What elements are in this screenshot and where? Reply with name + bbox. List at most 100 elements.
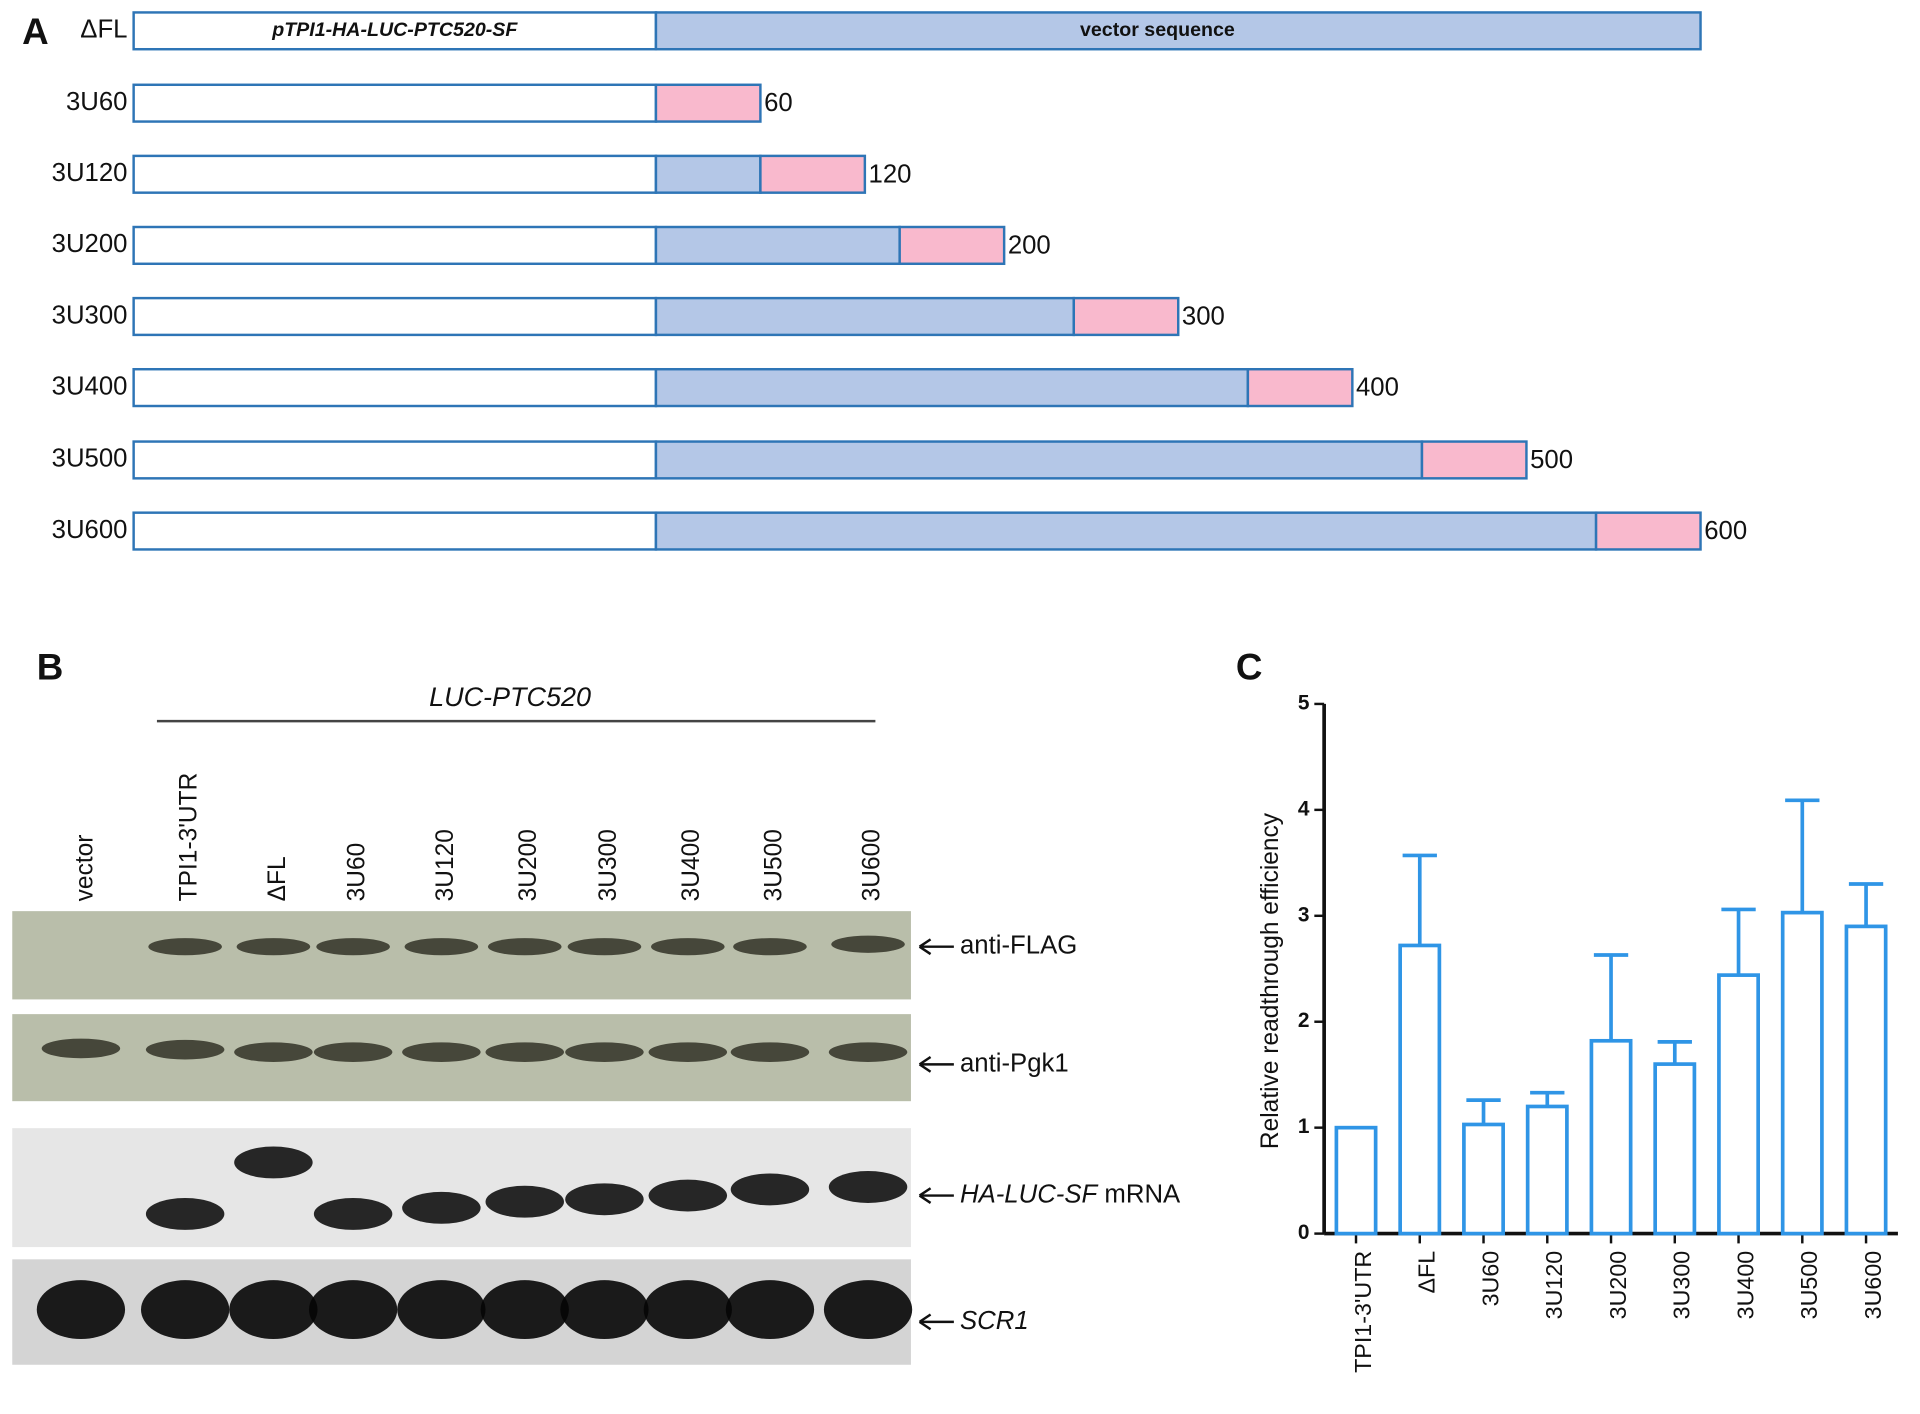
lane-label: 3U300 xyxy=(595,829,622,901)
panel-label: B xyxy=(37,646,64,687)
lane-label: 3U120 xyxy=(432,829,459,901)
insert-box xyxy=(132,11,658,51)
band xyxy=(480,1280,569,1340)
bar xyxy=(1462,1122,1505,1236)
band xyxy=(148,938,222,956)
x-tick-label: 3U500 xyxy=(1796,1251,1822,1320)
insert-box xyxy=(132,367,658,408)
construct-name: 3U60 xyxy=(66,88,128,116)
band xyxy=(725,1280,815,1340)
length-label: 200 xyxy=(1008,231,1051,259)
band xyxy=(234,1042,313,1062)
blot-label-text: mRNA xyxy=(1104,1180,1181,1208)
y-tick-label: 4 xyxy=(1298,797,1310,820)
band xyxy=(234,1146,313,1179)
lane-label: TPI1-3'UTR xyxy=(176,773,203,902)
band xyxy=(236,938,311,956)
insert-box xyxy=(132,440,658,480)
blot-label: anti-FLAG xyxy=(960,931,1077,959)
x-tick-label: 3U60 xyxy=(1477,1251,1503,1307)
y-tick-label: 5 xyxy=(1298,691,1310,714)
vector-segment xyxy=(654,367,1250,408)
bar xyxy=(1525,1104,1569,1236)
band xyxy=(730,1173,810,1206)
insert-box xyxy=(132,83,658,123)
band xyxy=(651,938,725,956)
lane-label: 3U600 xyxy=(858,829,885,901)
lane-label: 3U400 xyxy=(678,829,705,901)
x-tick-label: 3U400 xyxy=(1732,1251,1758,1320)
band xyxy=(565,1042,644,1062)
length-label: 60 xyxy=(764,89,793,117)
y-axis-label: Relative readthrough efficiency xyxy=(1257,812,1284,1149)
utr-segment xyxy=(654,83,762,123)
vector-segment xyxy=(654,440,1424,480)
panel-label: A xyxy=(22,11,49,52)
x-tick-label: 3U200 xyxy=(1605,1251,1631,1320)
blot-background xyxy=(12,911,911,1000)
lane-label: 3U60 xyxy=(343,843,370,902)
x-tick-label: 3U600 xyxy=(1860,1251,1886,1320)
blot-label-italic: SCR1 xyxy=(960,1307,1029,1335)
insert-box xyxy=(132,154,658,194)
length-label: 500 xyxy=(1530,446,1573,474)
lane-label: vector xyxy=(71,835,98,902)
insert-box xyxy=(132,511,658,551)
bar xyxy=(1589,1038,1633,1236)
construct-name: 3U300 xyxy=(52,301,128,329)
band xyxy=(733,938,807,956)
y-tick-label: 0 xyxy=(1298,1221,1310,1244)
length-label: 120 xyxy=(869,160,912,188)
band xyxy=(831,935,905,953)
bar xyxy=(1780,910,1824,1236)
band xyxy=(487,938,562,956)
lane-label: 3U200 xyxy=(515,829,542,901)
utr-segment xyxy=(1246,367,1354,408)
blot-label-text: anti-FLAG xyxy=(960,931,1077,959)
band xyxy=(828,1042,908,1062)
construct-name: 3U500 xyxy=(52,445,128,473)
length-label: 300 xyxy=(1182,303,1225,331)
arrow-head xyxy=(918,1313,932,1331)
construct-name: 3U120 xyxy=(52,159,128,187)
vector-segment xyxy=(654,511,1598,551)
utr-segment xyxy=(1072,296,1180,337)
bar xyxy=(1717,973,1760,1236)
bar xyxy=(1653,1062,1697,1236)
band xyxy=(229,1280,318,1340)
band xyxy=(823,1280,913,1340)
x-tick-label: TPI1-3'UTR xyxy=(1350,1251,1376,1373)
band xyxy=(560,1280,649,1340)
x-tick-label: 3U120 xyxy=(1541,1251,1567,1320)
construct-name: 3U200 xyxy=(52,230,128,258)
band xyxy=(485,1185,564,1218)
vector-segment xyxy=(654,296,1076,337)
band xyxy=(485,1042,564,1062)
band xyxy=(402,1042,481,1062)
utr-segment xyxy=(759,154,867,194)
construct-name: ΔFL xyxy=(80,16,127,44)
blot-label-text: anti-Pgk1 xyxy=(960,1049,1069,1077)
band xyxy=(145,1039,225,1060)
band xyxy=(316,938,390,956)
lane-label: 3U500 xyxy=(760,829,787,901)
band xyxy=(567,938,642,956)
band xyxy=(402,1191,481,1224)
y-tick-label: 2 xyxy=(1298,1009,1310,1032)
length-label: 400 xyxy=(1356,374,1399,402)
y-tick-label: 1 xyxy=(1298,1115,1310,1138)
bar xyxy=(1844,924,1888,1236)
vector-label: vector sequence xyxy=(1080,19,1235,41)
band xyxy=(648,1179,728,1212)
insert-label: pTPI1-HA-LUC-PTC520-SF xyxy=(271,19,518,41)
vector-segment xyxy=(654,225,901,266)
arrow-head xyxy=(918,1187,932,1204)
band xyxy=(648,1042,728,1062)
blot-label: anti-Pgk1 xyxy=(960,1049,1069,1077)
panel-label: C xyxy=(1236,646,1263,687)
vector-segment xyxy=(654,154,762,194)
construct-name: 3U400 xyxy=(52,372,128,400)
band xyxy=(145,1198,225,1230)
band xyxy=(730,1042,810,1062)
utr-segment xyxy=(898,225,1006,266)
